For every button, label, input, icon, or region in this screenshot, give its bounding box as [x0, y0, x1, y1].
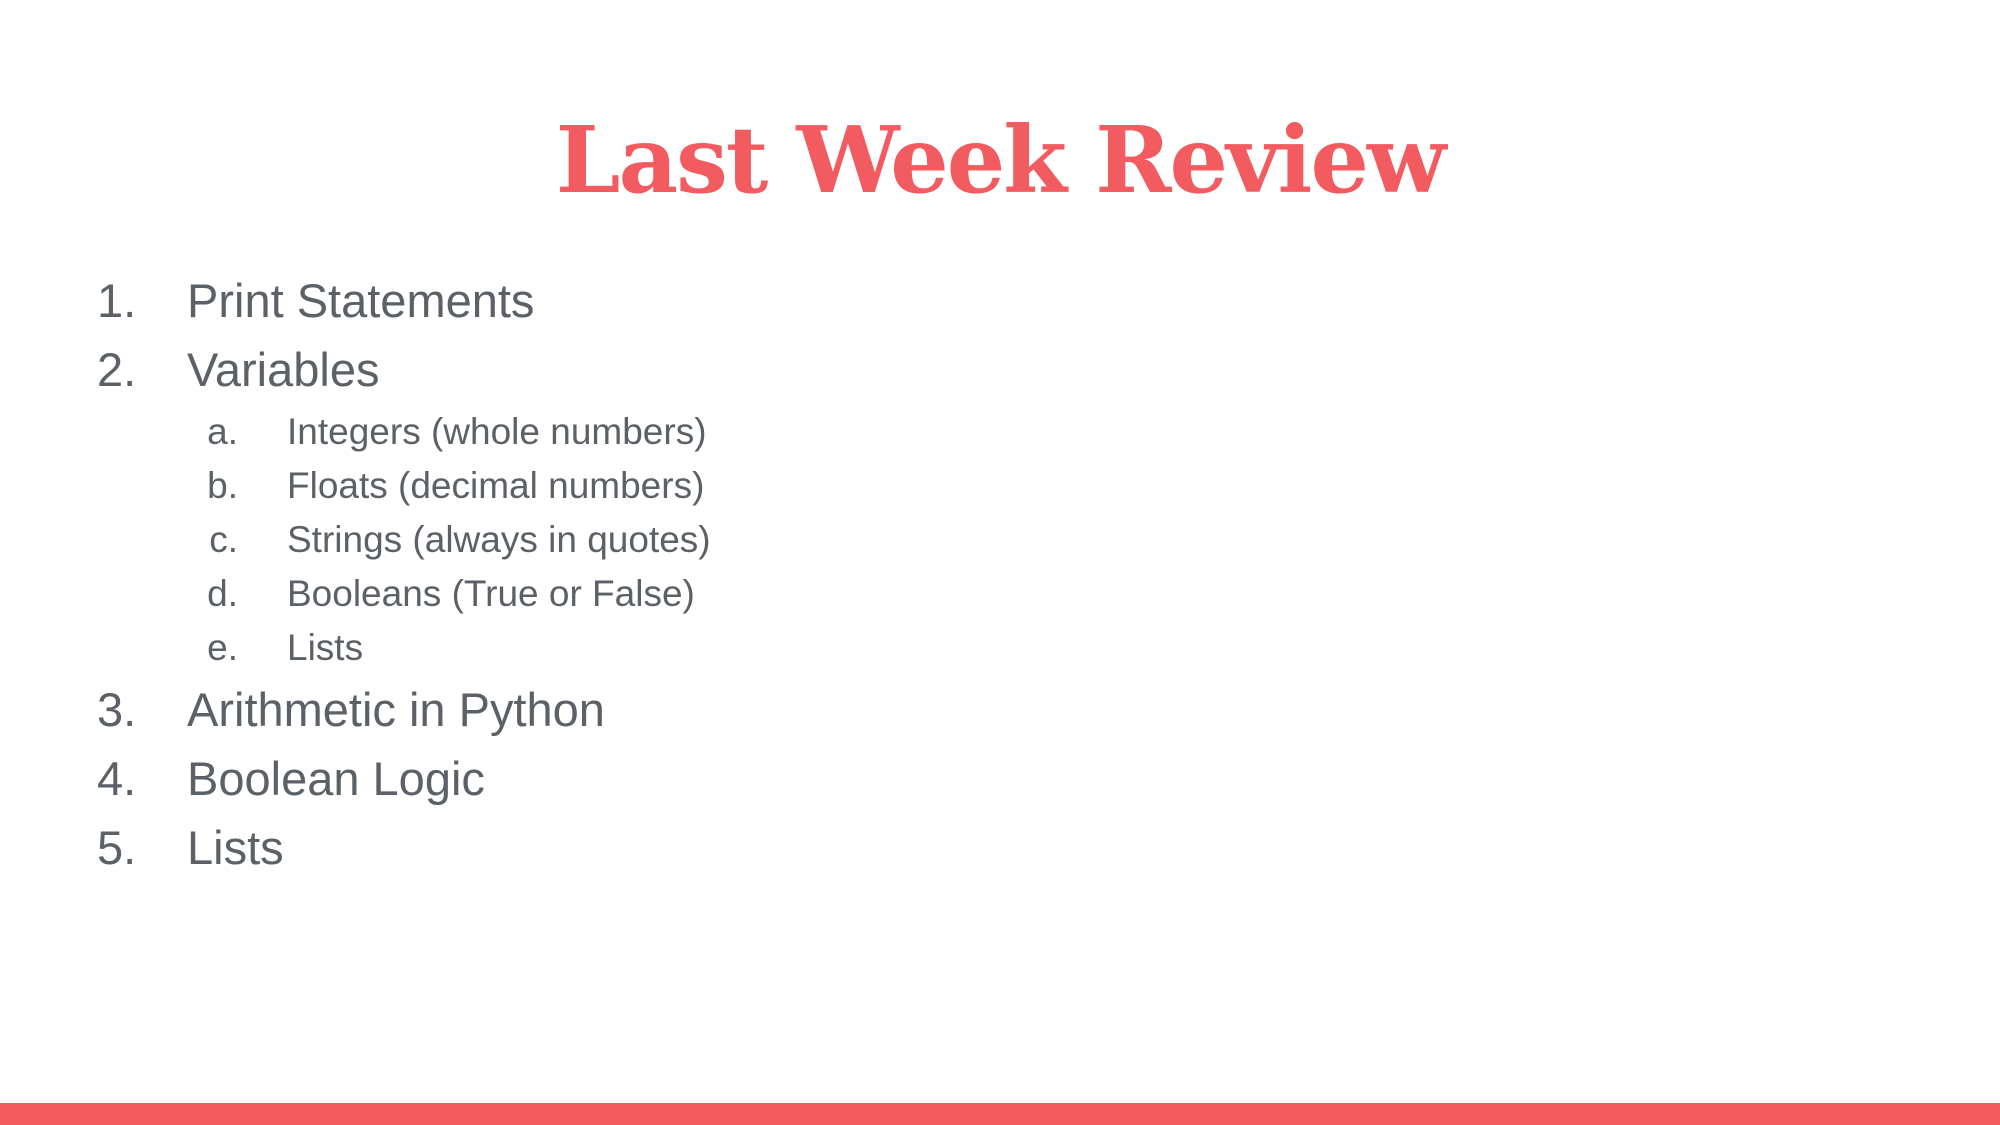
list-item-label: Arithmetic in Python: [187, 683, 605, 736]
sub-item-letter: d.: [207, 573, 238, 614]
sub-item-label: Strings (always in quotes): [287, 519, 711, 560]
list-item-label: Variables: [187, 343, 380, 396]
outline-list: 1. Print Statements 2. Variables a. Inte…: [0, 266, 1400, 883]
sub-item-strings: c. Strings (always in quotes): [0, 513, 1400, 567]
sub-item-letter: a.: [207, 411, 238, 452]
sub-item-lists: e. Lists: [0, 621, 1400, 675]
list-item-lists: 5. Lists: [0, 813, 1400, 883]
sub-item-label: Floats (decimal numbers): [287, 465, 705, 506]
sub-item-letter: e.: [207, 627, 238, 668]
sub-item-label: Lists: [287, 627, 364, 668]
list-item-variables: 2. Variables: [0, 335, 1400, 405]
list-item-print-statements: 1. Print Statements: [0, 266, 1400, 336]
footer-accent-bar: [0, 1103, 2000, 1125]
list-item-boolean-logic: 4. Boolean Logic: [0, 744, 1400, 814]
list-item-label: Print Statements: [187, 274, 535, 327]
sub-item-label: Booleans (True or False): [287, 573, 695, 614]
list-item-number: 5.: [97, 821, 137, 874]
list-item-label: Lists: [187, 821, 284, 874]
sub-item-integers: a. Integers (whole numbers): [0, 405, 1400, 459]
sub-item-letter: b.: [207, 465, 238, 506]
list-item-number: 2.: [97, 343, 137, 396]
sub-item-floats: b. Floats (decimal numbers): [0, 459, 1400, 513]
list-item-number: 4.: [97, 752, 137, 805]
sub-item-booleans: d. Booleans (True or False): [0, 567, 1400, 621]
list-item-arithmetic: 3. Arithmetic in Python: [0, 675, 1400, 745]
list-item-number: 3.: [97, 683, 137, 736]
list-item-label: Boolean Logic: [187, 752, 485, 805]
slide-title: Last Week Review: [555, 106, 1446, 214]
list-item-number: 1.: [97, 274, 137, 327]
sub-item-letter: c.: [209, 519, 238, 560]
sub-item-label: Integers (whole numbers): [287, 411, 707, 452]
